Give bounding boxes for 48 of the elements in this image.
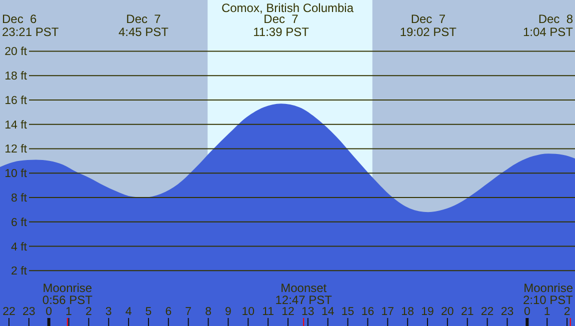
x-tick-label: 17 — [381, 306, 394, 318]
x-tick-label: 18 — [401, 306, 414, 318]
ref-line-label: Moonrise 0:56 PST — [42, 281, 94, 307]
y-tick-label: 10 ft — [4, 168, 28, 180]
x-tick-label: 23 — [500, 306, 514, 318]
x-tick-label: 11 — [262, 306, 274, 318]
x-tick-label: 1 — [544, 306, 550, 318]
x-tick-label: 12 — [282, 306, 294, 318]
x-tick-label: 9 — [225, 306, 232, 318]
x-tick-label: 15 — [341, 306, 354, 318]
x-tick-label: 2 — [85, 306, 92, 318]
x-tick-label: 8 — [205, 306, 212, 318]
annotation: Dec 6 23:21 PST — [2, 12, 60, 39]
x-tick-label: 5 — [145, 306, 152, 318]
y-tick-label: 2 ft — [11, 266, 28, 278]
x-tick-label: 19 — [421, 306, 434, 318]
y-tick-label: 6 ft — [11, 216, 28, 229]
y-tick-label: 4 ft — [11, 241, 28, 254]
x-tick-label: 0 — [524, 306, 530, 318]
x-tick-label: 22 — [480, 306, 494, 318]
ref-line-label: Moonset 12:47 PST — [275, 281, 333, 307]
x-tick-label: 22 — [2, 306, 16, 318]
x-tick-label: 21 — [460, 306, 474, 318]
y-tick-label: 14 ft — [4, 119, 28, 132]
x-tick-label: 2 — [564, 306, 570, 318]
y-tick-label: 20 ft — [4, 46, 28, 58]
x-tick-label: 4 — [125, 306, 132, 318]
x-tick-label: 23 — [22, 306, 36, 318]
x-tick-label: 7 — [185, 306, 192, 318]
x-tick-label: 14 — [321, 306, 335, 318]
y-tick-label: 12 ft — [4, 144, 28, 156]
annotation: Dec 7 11:39 PST — [253, 12, 310, 39]
annotation: Dec 7 19:02 PST — [400, 12, 458, 39]
x-tick-label: 10 — [242, 306, 255, 318]
annotation: Dec 7 4:45 PST — [118, 12, 170, 39]
x-tick-label: 16 — [361, 306, 374, 318]
x-tick-label: 3 — [105, 306, 112, 318]
x-tick-label: 6 — [165, 306, 172, 318]
annotation: Dec 8 1:04 PST — [522, 12, 574, 39]
y-tick-label: 8 ft — [11, 192, 28, 205]
x-tick-label: 13 — [302, 306, 314, 318]
chart-title: Comox, British Columbia — [221, 1, 354, 15]
x-tick-label: 1 — [66, 306, 72, 318]
x-tick-label: 0 — [46, 306, 52, 318]
ref-line-label: Moonrise 2:10 PST — [522, 281, 574, 307]
y-tick-label: 16 ft — [4, 94, 28, 107]
x-tick-label: 20 — [441, 306, 454, 318]
y-tick-label: 18 ft — [4, 70, 28, 83]
